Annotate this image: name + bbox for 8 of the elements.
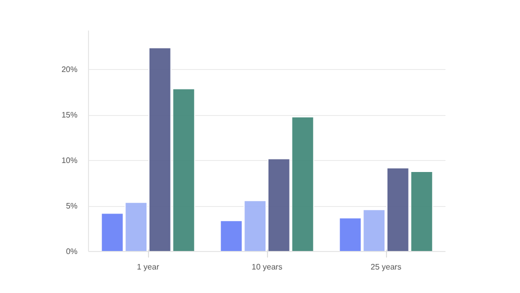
x-tick-label: 25 years <box>370 262 402 272</box>
y-tick-label: 5% <box>66 202 78 211</box>
x-tick-label: 1 year <box>136 262 160 272</box>
x-tick-label: 10 years <box>252 262 282 272</box>
y-tick-label: 0% <box>66 247 78 256</box>
y-tick-label: 10% <box>61 156 78 166</box>
y-tick-label: 15% <box>61 110 78 120</box>
y-tick-label: 20% <box>61 65 78 74</box>
